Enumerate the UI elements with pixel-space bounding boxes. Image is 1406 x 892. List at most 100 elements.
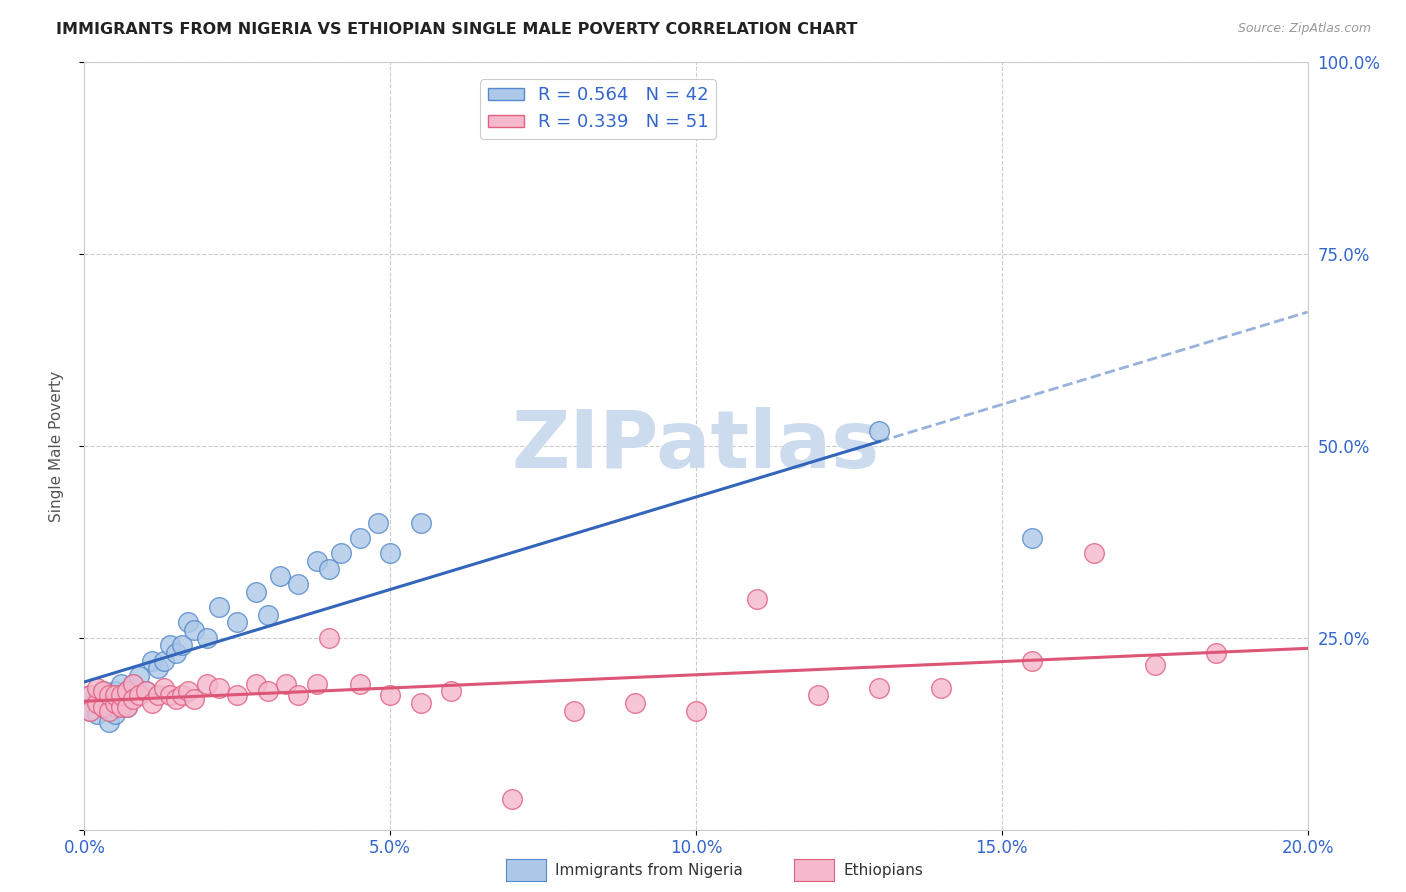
Point [349, 531, 371, 545]
Point [349, 677, 371, 691]
Point [104, 684, 127, 698]
Point [122, 692, 145, 706]
Point [276, 677, 298, 691]
Point [380, 689, 402, 703]
Point [367, 516, 389, 530]
Point [86, 692, 108, 706]
Point [624, 696, 647, 710]
Point [104, 699, 127, 714]
Point [97, 715, 120, 730]
Point [79, 689, 101, 703]
Point [135, 684, 157, 698]
Point [208, 600, 231, 615]
Point [1021, 654, 1043, 668]
Point [146, 661, 169, 675]
Point [257, 684, 280, 698]
Point [159, 689, 181, 703]
Point [1205, 646, 1227, 660]
Point [91, 699, 114, 714]
Point [1083, 546, 1105, 560]
Point [128, 689, 150, 703]
Text: Ethiopians: Ethiopians [844, 863, 924, 878]
Point [104, 696, 127, 710]
Y-axis label: Single Male Poverty: Single Male Poverty [49, 370, 63, 522]
Point [86, 681, 108, 695]
Point [269, 569, 291, 583]
Point [79, 704, 101, 718]
Point [287, 689, 309, 703]
Point [115, 699, 138, 714]
Point [380, 546, 402, 560]
Point [562, 704, 585, 718]
Point [245, 584, 267, 599]
Point [91, 684, 114, 698]
Point [165, 692, 187, 706]
Point [257, 607, 280, 622]
Legend: R = 0.564   N = 42, R = 0.339   N = 51: R = 0.564 N = 42, R = 0.339 N = 51 [481, 79, 716, 138]
Point [86, 707, 108, 722]
Point [97, 704, 120, 718]
Point [153, 681, 176, 695]
Point [79, 704, 101, 718]
Point [183, 623, 205, 637]
Point [104, 707, 127, 722]
Point [110, 692, 132, 706]
Text: IMMIGRANTS FROM NIGERIA VS ETHIOPIAN SINGLE MALE POVERTY CORRELATION CHART: IMMIGRANTS FROM NIGERIA VS ETHIOPIAN SIN… [56, 22, 858, 37]
Point [115, 684, 138, 698]
Point [91, 699, 114, 714]
Point [97, 689, 120, 703]
Point [159, 639, 181, 653]
Point [287, 577, 309, 591]
Point [110, 699, 132, 714]
Point [165, 646, 187, 660]
Point [128, 669, 150, 683]
Point [97, 692, 120, 706]
Point [318, 631, 340, 645]
Point [91, 684, 114, 698]
Point [122, 677, 145, 691]
Point [141, 654, 163, 668]
Point [141, 696, 163, 710]
Point [195, 677, 218, 691]
Point [409, 516, 432, 530]
Point [110, 689, 132, 703]
Text: ZIPatlas: ZIPatlas [512, 407, 880, 485]
Point [318, 562, 340, 576]
Point [153, 654, 176, 668]
Point [330, 546, 353, 560]
Point [305, 554, 328, 568]
Point [172, 639, 194, 653]
Point [195, 631, 218, 645]
Point [86, 696, 108, 710]
Point [208, 681, 231, 695]
Point [172, 689, 194, 703]
Point [135, 684, 157, 698]
Point [929, 681, 952, 695]
Point [115, 684, 138, 698]
Point [685, 704, 707, 718]
Point [115, 699, 138, 714]
Point [226, 615, 249, 630]
Point [110, 677, 132, 691]
Point [146, 689, 169, 703]
Point [440, 684, 463, 698]
Point [245, 677, 267, 691]
Point [869, 681, 891, 695]
Point [122, 677, 145, 691]
Point [807, 689, 830, 703]
Point [226, 689, 249, 703]
Point [747, 592, 769, 607]
Point [1143, 657, 1166, 672]
Point [869, 424, 891, 438]
Point [1021, 531, 1043, 545]
Point [79, 689, 101, 703]
Point [183, 692, 205, 706]
Point [104, 689, 127, 703]
Point [409, 696, 432, 710]
Point [177, 684, 200, 698]
Text: Source: ZipAtlas.com: Source: ZipAtlas.com [1237, 22, 1371, 36]
Text: Immigrants from Nigeria: Immigrants from Nigeria [555, 863, 744, 878]
Point [305, 677, 328, 691]
Point [177, 615, 200, 630]
Point [502, 792, 524, 806]
